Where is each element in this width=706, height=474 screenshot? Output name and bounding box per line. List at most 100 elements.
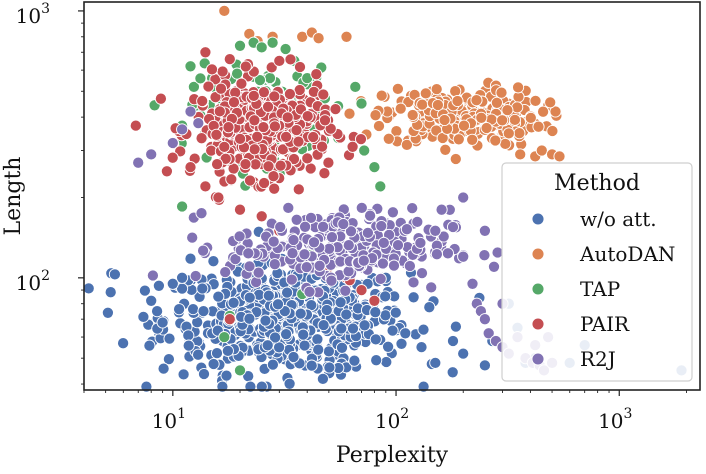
- data-point: [311, 333, 324, 346]
- data-point: [400, 223, 413, 236]
- data-point: [266, 36, 279, 49]
- data-point: [437, 230, 450, 243]
- legend-label: w/o att.: [580, 207, 657, 231]
- data-point: [267, 170, 280, 183]
- legend-marker: [531, 247, 545, 261]
- data-point: [430, 83, 443, 96]
- data-point: [369, 333, 382, 346]
- data-point: [323, 361, 336, 374]
- data-point: [199, 180, 212, 193]
- data-point: [431, 98, 444, 112]
- data-point: [334, 296, 347, 309]
- data-point: [508, 113, 521, 126]
- legend-entry: R2J: [531, 347, 616, 371]
- data-point: [129, 119, 142, 132]
- data-point: [532, 120, 545, 133]
- data-point: [154, 92, 167, 105]
- data-point: [283, 87, 296, 101]
- data-point: [475, 111, 488, 124]
- data-point: [293, 60, 307, 74]
- y-tick-label: 103: [16, 1, 50, 28]
- data-point: [411, 215, 424, 228]
- data-point: [218, 331, 231, 344]
- data-point: [537, 105, 550, 118]
- data-point: [212, 290, 225, 303]
- data-point: [480, 121, 493, 135]
- data-point: [220, 369, 233, 382]
- data-point: [218, 4, 231, 17]
- data-point: [297, 328, 310, 341]
- data-point: [382, 340, 395, 353]
- data-point: [239, 158, 252, 171]
- series-autodan: [218, 4, 566, 166]
- data-point: [281, 286, 294, 299]
- data-point: [176, 200, 189, 213]
- data-point: [355, 284, 368, 297]
- data-point: [499, 137, 512, 150]
- data-point: [335, 322, 348, 335]
- data-point: [457, 347, 470, 360]
- data-point: [322, 345, 335, 358]
- data-point: [229, 253, 242, 266]
- data-point: [299, 220, 312, 233]
- data-point: [416, 98, 429, 111]
- data-point: [368, 161, 381, 174]
- data-point: [248, 143, 261, 156]
- data-point: [268, 258, 281, 271]
- legend: Method w/o att. AutoDAN TAP PAIR R2J: [501, 162, 693, 382]
- data-point: [335, 341, 349, 354]
- data-point: [329, 103, 342, 116]
- data-point: [177, 368, 190, 381]
- data-point: [266, 358, 279, 371]
- data-point: [407, 276, 420, 289]
- data-point: [457, 250, 470, 263]
- data-point: [339, 284, 352, 297]
- data-point: [173, 303, 186, 316]
- data-point: [394, 102, 407, 115]
- data-point: [239, 60, 252, 73]
- data-point: [322, 156, 335, 169]
- data-point: [186, 231, 199, 244]
- data-point: [407, 291, 420, 304]
- data-point: [438, 113, 451, 127]
- data-point: [524, 111, 537, 124]
- data-point: [429, 224, 442, 237]
- data-point: [487, 260, 501, 273]
- data-point: [380, 355, 393, 369]
- data-point: [349, 80, 362, 93]
- data-point: [304, 211, 318, 224]
- data-point: [253, 74, 267, 87]
- data-point: [457, 119, 471, 132]
- data-point: [389, 306, 402, 319]
- data-point: [268, 120, 281, 133]
- data-point: [151, 305, 164, 318]
- data-point: [197, 367, 211, 381]
- points-layer: [82, 4, 688, 393]
- data-point: [268, 90, 281, 103]
- data-point: [279, 42, 292, 56]
- data-point: [210, 128, 223, 141]
- data-point: [441, 247, 454, 260]
- data-point: [415, 267, 429, 280]
- data-point: [415, 341, 428, 354]
- data-point: [313, 259, 326, 272]
- data-point: [546, 124, 559, 138]
- y-tick-label: 102: [16, 268, 50, 295]
- data-point: [187, 80, 200, 93]
- data-point: [287, 350, 300, 364]
- data-point: [243, 174, 257, 187]
- data-point: [294, 307, 307, 320]
- data-point: [343, 107, 356, 120]
- data-point: [271, 298, 285, 311]
- data-point: [449, 320, 462, 333]
- data-point: [248, 114, 261, 127]
- data-point: [166, 136, 179, 150]
- data-point: [182, 329, 195, 342]
- data-point: [218, 140, 231, 153]
- data-point: [449, 152, 462, 166]
- data-point: [466, 277, 479, 290]
- data-point: [176, 271, 189, 284]
- legend-label: R2J: [580, 347, 616, 371]
- legend-marker: [531, 317, 545, 331]
